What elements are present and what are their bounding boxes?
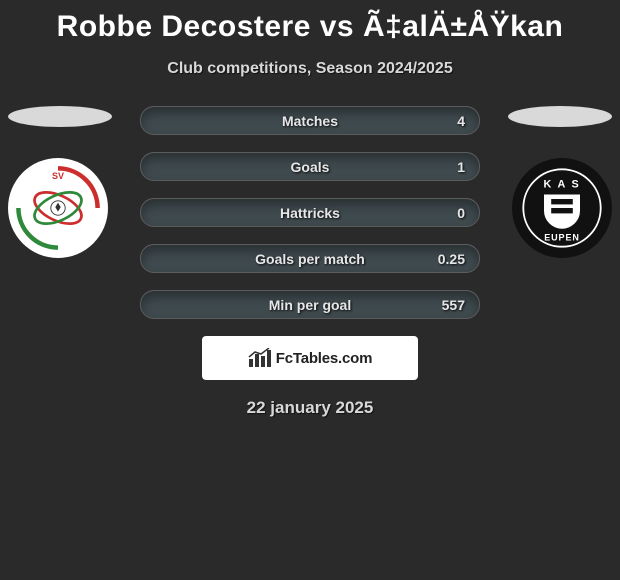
svg-text:SV: SV	[52, 171, 64, 181]
season-subtitle: Club competitions, Season 2024/2025	[0, 60, 620, 78]
stat-value: 557	[442, 297, 465, 313]
stat-label: Goals per match	[255, 251, 365, 267]
stat-row-goals-per-match: Goals per match 0.25	[140, 244, 480, 273]
sv-waregem-crest-icon: SV	[13, 163, 103, 253]
stat-label: Hattricks	[280, 205, 340, 221]
stat-value: 0.25	[438, 251, 465, 267]
stat-row-hattricks: Hattricks 0	[140, 198, 480, 227]
page-title: Robbe Decostere vs Ã‡alÄ±ÅŸkan	[0, 0, 620, 44]
kas-eupen-crest-icon: K A S EUPEN	[517, 163, 607, 253]
bar-chart-icon	[248, 348, 272, 368]
stat-stack: Matches 4 Goals 1 Hattricks 0 Goals per …	[140, 106, 480, 319]
generated-date: 22 january 2025	[0, 398, 620, 418]
stat-row-min-per-goal: Min per goal 557	[140, 290, 480, 319]
stat-label: Min per goal	[269, 297, 351, 313]
fctables-brand-text: FcTables.com	[276, 350, 373, 367]
player-photo-placeholder-left	[8, 106, 112, 127]
comparison-content: SV K A S EUPEN Matches 4 Goals 1 Hat	[0, 106, 620, 418]
stat-value: 0	[457, 205, 465, 221]
stat-row-goals: Goals 1	[140, 152, 480, 181]
stat-label: Goals	[291, 159, 330, 175]
fctables-badge[interactable]: FcTables.com	[202, 336, 418, 380]
player-photo-placeholder-right	[508, 106, 612, 127]
stat-label: Matches	[282, 113, 338, 129]
club-badge-left: SV	[8, 158, 108, 258]
club-badge-right: K A S EUPEN	[512, 158, 612, 258]
svg-text:EUPEN: EUPEN	[544, 232, 580, 242]
stat-value: 1	[457, 159, 465, 175]
stat-value: 4	[457, 113, 465, 129]
svg-text:K A S: K A S	[544, 178, 581, 190]
stat-row-matches: Matches 4	[140, 106, 480, 135]
